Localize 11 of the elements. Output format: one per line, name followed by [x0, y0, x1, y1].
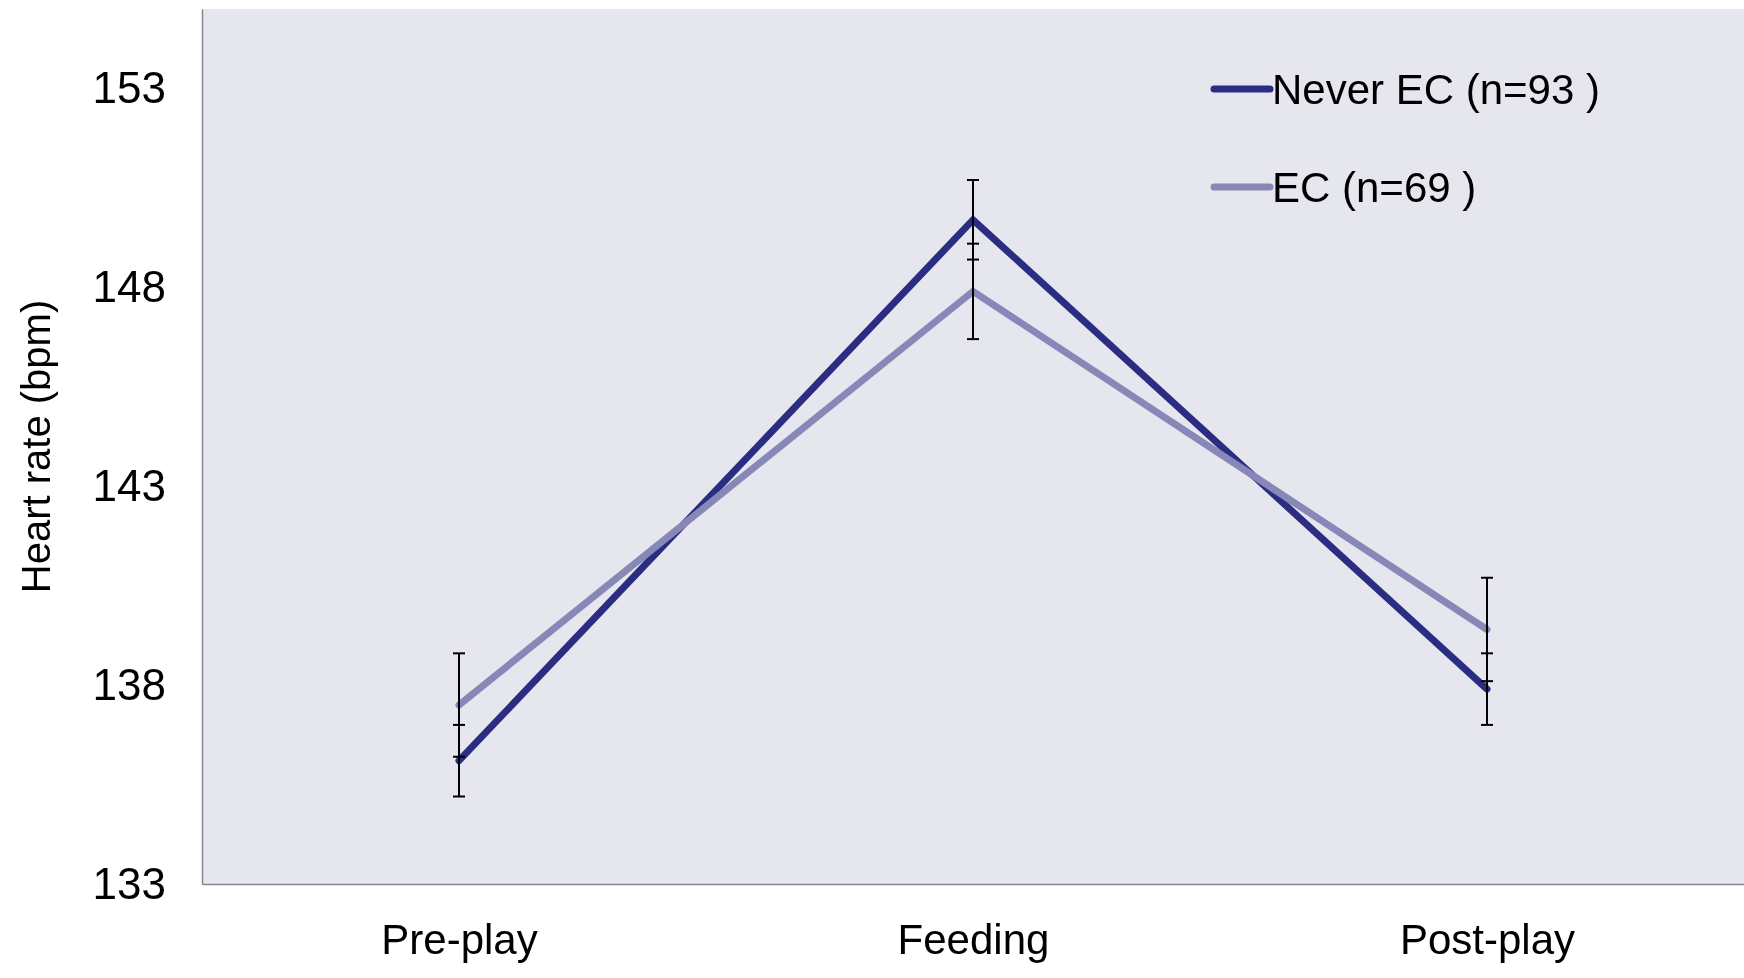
y-axis-title: Heart rate (bpm) [14, 299, 58, 594]
legend-label: Never EC (n=93 ) [1272, 66, 1600, 113]
y-tick-label: 138 [92, 659, 166, 709]
y-tick-label: 133 [92, 858, 166, 908]
y-tick-label: 143 [92, 460, 166, 510]
x-tick-label: Feeding [897, 915, 1050, 963]
y-tick-label: 153 [92, 63, 166, 113]
legend-label: EC (n=69 ) [1272, 164, 1477, 211]
x-tick-label: Post-play [1399, 915, 1576, 963]
x-tick-label: Pre-play [381, 915, 538, 963]
y-tick-label: 148 [92, 261, 166, 311]
